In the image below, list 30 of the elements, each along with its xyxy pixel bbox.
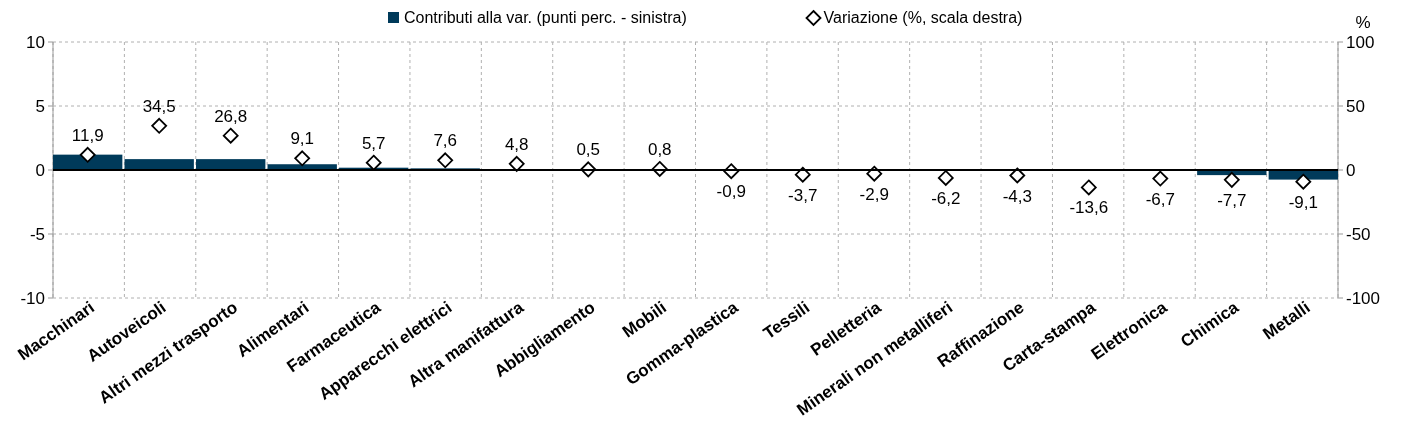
y2-tick-label: 50 — [1346, 97, 1365, 116]
y-tick-label: -5 — [29, 225, 45, 244]
data-label: 4,8 — [504, 134, 529, 154]
data-label: 0,5 — [576, 140, 601, 160]
y2-tick-label: 0 — [1346, 161, 1356, 180]
data-label: -3,7 — [788, 185, 818, 205]
y2-tick-label: 100 — [1346, 33, 1375, 52]
y2-tick-label: -100 — [1346, 289, 1381, 308]
data-label: -9,1 — [1288, 192, 1318, 212]
data-label: -2,9 — [859, 184, 889, 204]
y-tick-label: 5 — [35, 97, 45, 116]
data-label: 34,5 — [142, 96, 176, 116]
data-label: -13,6 — [1069, 198, 1109, 218]
data-label: 9,1 — [290, 129, 315, 149]
legend-label: Contributi alla var. (punti perc. - sinistra) — [404, 9, 687, 26]
data-label: 5,7 — [361, 133, 386, 153]
data-label: 11,9 — [71, 125, 104, 145]
y2-axis-title: % — [1355, 13, 1371, 32]
y-tick-label: 0 — [35, 161, 45, 180]
data-label: 26,8 — [214, 106, 248, 126]
data-label: 0,8 — [647, 139, 672, 159]
data-label: -7,7 — [1217, 190, 1247, 210]
data-label: -6,2 — [931, 188, 961, 208]
legend-label: Variazione (%, scala destra) — [823, 9, 1023, 26]
data-label: -0,9 — [716, 182, 746, 202]
data-label: 7,6 — [433, 131, 458, 151]
y-tick-label: 10 — [26, 33, 45, 52]
data-label: -6,7 — [1145, 189, 1175, 209]
data-label: -4,3 — [1002, 186, 1032, 206]
y2-tick-label: -50 — [1346, 225, 1371, 244]
